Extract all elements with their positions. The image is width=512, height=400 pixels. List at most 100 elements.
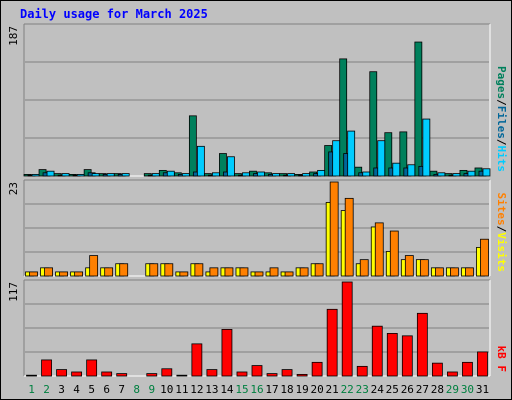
x-tick-label: 10 [160, 383, 173, 396]
legend-entry: Files [495, 106, 508, 139]
panel-legend: kB F [495, 346, 508, 373]
bar-hits-day-16 [257, 171, 265, 177]
bar-kb-f-day-14 [221, 328, 233, 377]
bar-hits-day-3 [61, 173, 70, 177]
bar-hits-day-25 [392, 162, 401, 177]
bar-kb-f-day-31 [477, 351, 488, 377]
x-tick-label: 31 [476, 383, 489, 396]
bar-sites-day-2 [44, 267, 53, 277]
series-kb-f [26, 281, 488, 377]
bar-hits-day-11 [181, 173, 190, 177]
bar-hits-day-21 [332, 140, 341, 177]
x-tick-label: 3 [58, 383, 65, 396]
bar-kb-f-day-10 [161, 368, 173, 377]
bar-sites-day-31 [480, 238, 489, 277]
bar-kb-f-day-6 [101, 371, 113, 377]
bar-hits-day-22 [347, 130, 356, 177]
bar-sites-day-24 [374, 222, 384, 277]
x-tick-label: 21 [326, 383, 339, 396]
bar-hits-day-17 [272, 173, 280, 177]
bar-hits-day-24 [377, 140, 386, 177]
bar-hits-day-14 [227, 156, 235, 177]
series-pages [23, 41, 483, 177]
panel-kbytes: 117 kB F [7, 279, 508, 377]
bar-kb-f-day-29 [447, 371, 458, 377]
series-hits [31, 118, 491, 177]
bar-hits-day-23 [362, 171, 371, 177]
x-tick-label: 22 [341, 383, 354, 396]
bar-sites-day-10 [164, 263, 174, 277]
bar-sites-day-1 [29, 271, 38, 277]
chart-title: Daily usage for March 2025 [20, 7, 208, 21]
x-tick-label: 1 [28, 383, 35, 396]
bar-sites-day-4 [74, 271, 84, 277]
x-tick-label: 23 [356, 383, 369, 396]
bar-hits-day-10 [166, 170, 175, 177]
bar-sites-day-21 [329, 181, 339, 277]
x-tick-label: 16 [250, 383, 263, 396]
y-max-label: 23 [7, 182, 20, 195]
bar-kb-f-day-13 [206, 369, 218, 377]
bar-sites-day-30 [465, 267, 474, 277]
bar-sites-day-16 [254, 271, 264, 277]
x-tick-label: 25 [386, 383, 399, 396]
bar-hits-day-4 [76, 173, 85, 177]
x-tick-label: 17 [265, 383, 278, 396]
bar-sites-day-7 [119, 263, 129, 277]
bar-sites-day-25 [389, 230, 399, 277]
x-tick-label: 26 [401, 383, 414, 396]
bar-hits-day-26 [407, 164, 416, 177]
bar-sites-day-12 [194, 263, 204, 277]
bar-kb-f-day-20 [311, 361, 323, 377]
legend-entry: kB F [495, 346, 508, 373]
x-tick-label: 12 [190, 383, 203, 396]
bar-kb-f-day-16 [251, 365, 263, 377]
x-tick-label: 24 [371, 383, 385, 396]
bar-hits-day-20 [317, 169, 326, 177]
x-tick-label: 30 [461, 383, 474, 396]
legend-entry: / [495, 226, 508, 233]
legend-entry: / [495, 139, 508, 146]
x-tick-label: 6 [103, 383, 110, 396]
bar-kb-f-day-4 [71, 371, 83, 377]
legend-entry: / [495, 99, 508, 106]
bar-hits-day-13 [211, 172, 220, 177]
bar-hits-day-30 [467, 170, 476, 177]
x-axis-labels: 1 2 3 4 5 6 7 8 9 10 11 12 13 14 15 16 17 18 19 20 21 22 23 24 2… [28, 383, 489, 396]
bar-hits-day-7 [121, 173, 130, 177]
x-tick-label: 14 [220, 383, 234, 396]
y-max-label: 117 [7, 282, 20, 302]
x-tick-label: 19 [295, 383, 308, 396]
bar-kb-f-day-17 [266, 373, 278, 377]
x-tick-label: 27 [416, 383, 429, 396]
bar-hits-day-29 [452, 173, 461, 177]
bar-kb-f-day-2 [41, 359, 52, 377]
bar-kb-f-day-27 [416, 312, 428, 377]
panel-legend: Pages/Files/Hits [495, 66, 508, 172]
x-tick-label: 5 [88, 383, 95, 396]
panel-visits-sites: 23 Sites/Visits [7, 179, 508, 277]
bar-kb-f-day-24 [371, 325, 383, 377]
bar-sites-day-6 [104, 267, 114, 277]
bar-hits-day-6 [106, 173, 115, 177]
bar-hits-day-31 [482, 168, 491, 177]
bar-sites-day-27 [419, 259, 429, 277]
bar-sites-day-3 [59, 271, 68, 277]
bar-kb-f-day-12 [191, 343, 203, 377]
x-tick-label: 4 [73, 383, 80, 396]
x-tick-label: 15 [235, 383, 248, 396]
legend-entry: Pages [495, 66, 508, 99]
legend-entry: Visits [495, 232, 508, 272]
bar-sites-day-5 [89, 255, 99, 277]
bar-sites-day-13 [209, 267, 219, 277]
legend-entry: Hits [495, 146, 508, 173]
bar-sites-day-9 [149, 263, 159, 277]
series-sites [29, 181, 489, 277]
bar-kb-f-day-23 [356, 365, 368, 377]
bar-kb-f-day-1 [26, 374, 37, 377]
bar-kb-f-day-21 [326, 308, 338, 377]
bar-sites-day-19 [299, 267, 309, 277]
bar-pages-day-9 [143, 173, 152, 177]
